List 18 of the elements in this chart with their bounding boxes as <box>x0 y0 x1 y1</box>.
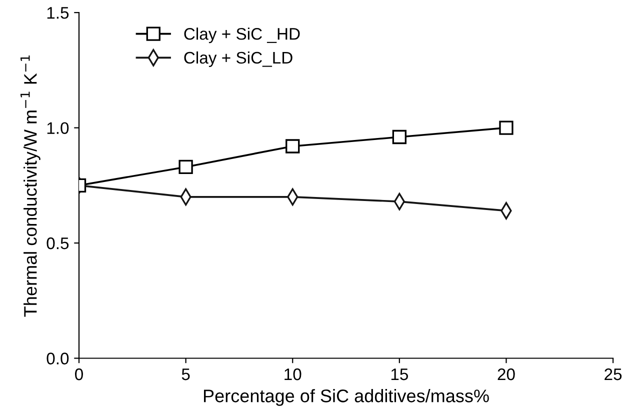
y-tick-label: 0.0 <box>46 352 69 364</box>
x-tick-label: 10 <box>284 368 302 380</box>
x-tick-label: 25 <box>604 368 622 380</box>
point <box>286 139 300 154</box>
legend-label: Clay + SiC_LD <box>184 51 292 67</box>
x-tick-label: 5 <box>182 368 190 380</box>
point <box>499 120 514 135</box>
point <box>178 160 193 174</box>
x-axis-title: Percentage of SiC additives/mass% <box>204 389 489 406</box>
legend-label: Clay + SiC _HD <box>184 28 300 44</box>
y-axis-title: Thermal conductivity/W m$^{−1}$ K$^{−1}$ <box>20 55 40 317</box>
point <box>392 130 407 144</box>
y-tick-label: 1.0 <box>47 122 69 134</box>
x-tick-label: 20 <box>498 368 515 380</box>
y-tick-label: 0.5 <box>46 237 69 250</box>
x-tick-label: 0 <box>75 368 83 380</box>
y-tick-label: 1.5 <box>47 7 69 19</box>
x-tick-label: 15 <box>391 368 408 380</box>
